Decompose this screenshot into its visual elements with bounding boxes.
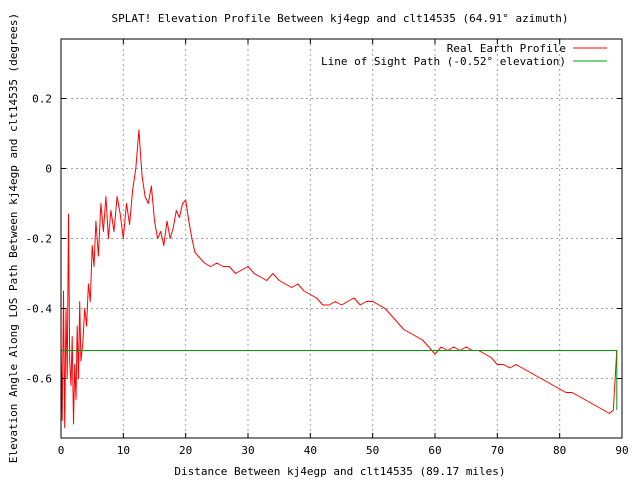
x-tick-label: 70 — [491, 444, 504, 457]
x-tick-label: 30 — [241, 444, 254, 457]
chart-title: SPLAT! Elevation Profile Between kj4egp … — [112, 12, 569, 25]
series-layer — [60, 129, 618, 428]
axis-ticks: 0 10 20 30 40 50 60 70 80 90 0.2 0 -0.2 -0.4 -0.6 — [26, 39, 629, 457]
x-tick-label: 0 — [58, 444, 65, 457]
real-earth-profile-line — [60, 129, 618, 428]
x-tick-label: 10 — [117, 444, 130, 457]
line-of-sight-path-line — [61, 350, 618, 410]
y-tick-label: 0.2 — [32, 93, 52, 106]
x-axis-label: Distance Between kj4egp and clt14535 (89… — [174, 465, 505, 478]
y-tick-label: -0.6 — [26, 373, 53, 386]
x-tick-label: 40 — [304, 444, 317, 457]
legend-label: Real Earth Profile — [447, 42, 566, 55]
y-tick-label: -0.2 — [26, 233, 53, 246]
legend-label: Line of Sight Path (-0.52° elevation) — [321, 55, 566, 68]
y-tick-label: -0.4 — [26, 303, 53, 316]
x-tick-label: 80 — [553, 444, 566, 457]
x-tick-label: 50 — [366, 444, 379, 457]
y-tick-label: 0 — [45, 163, 52, 176]
x-tick-label: 60 — [428, 444, 441, 457]
x-tick-label: 20 — [179, 444, 192, 457]
x-tick-label: 90 — [615, 444, 628, 457]
y-axis-label: Elevation Angle Along LOS Path Between k… — [7, 13, 20, 463]
grid-lines — [61, 39, 622, 438]
